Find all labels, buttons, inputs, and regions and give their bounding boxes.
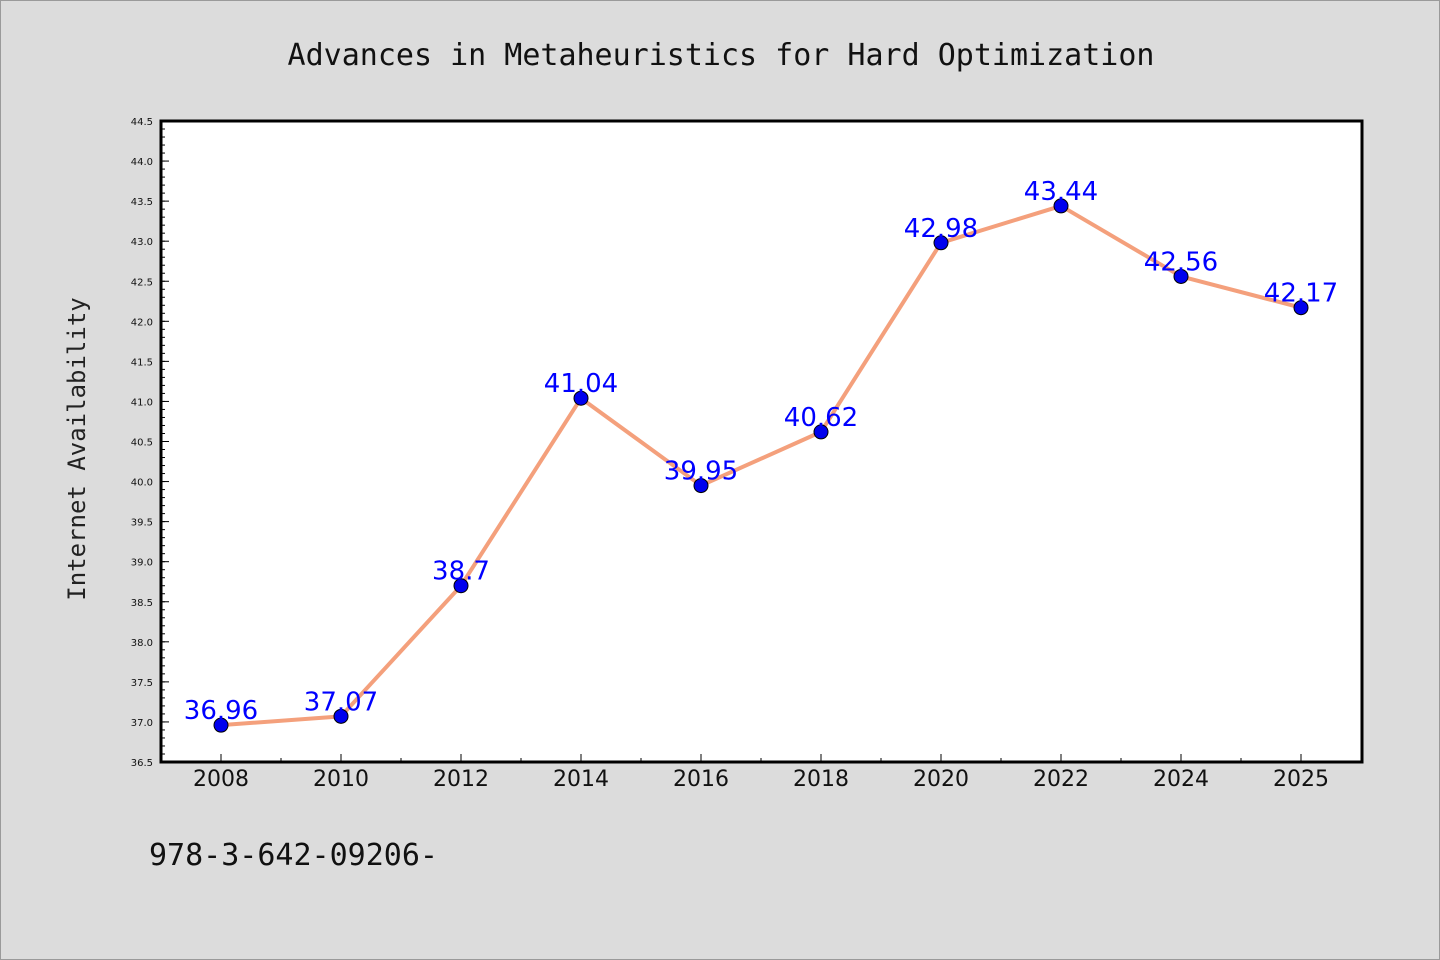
x-axis: 2008 2010 2012 2014 2016 2018 2020 2022 2024 2025 [193, 754, 1329, 792]
series-line-group [213, 198, 1309, 733]
data-point [1293, 300, 1309, 316]
x-tick-label: 2025 [1273, 767, 1329, 792]
y-tick-label: 43.0 [131, 237, 153, 248]
y-tick-label: 38.5 [131, 598, 153, 609]
data-point [573, 390, 589, 406]
x-tick-label: 2024 [1153, 767, 1209, 792]
plot-area [159, 119, 1364, 764]
data-label: 41.04 [544, 369, 618, 399]
y-tick-label: 41.0 [131, 397, 153, 408]
y-axis: 36.5 37.0 37.5 38.0 38.5 39.0 39.5 40.0 40.5 41.0… [131, 117, 169, 769]
y-tick-label: 40.5 [131, 438, 153, 449]
data-label: 38.7 [432, 557, 490, 587]
data-label: 42.56 [1144, 247, 1218, 277]
x-tick-label: 2016 [673, 767, 729, 792]
footer-isbn: 978-3-642-09206- [149, 838, 438, 873]
data-label: 43.44 [1024, 177, 1098, 207]
x-tick-label: 2022 [1033, 767, 1089, 792]
data-point [213, 717, 229, 733]
y-tick-label: 42.0 [131, 317, 153, 328]
data-labels: 36.96 37.07 38.7 41.04 39.95 40.62 42.98 43.44 4… [184, 177, 1338, 726]
data-point [693, 478, 709, 494]
y-tick-label: 39.0 [131, 558, 153, 569]
data-point [1053, 198, 1069, 214]
chart-title: Advances in Metaheuristics for Hard Opti… [288, 38, 1155, 73]
y-tick-label: 44.0 [131, 157, 153, 168]
x-tick-label: 2010 [313, 767, 369, 792]
x-tick-label: 2012 [433, 767, 489, 792]
data-label: 39.95 [664, 457, 738, 487]
y-tick-label: 37.0 [131, 718, 153, 729]
x-tick-label: 2020 [913, 767, 969, 792]
y-tick-label: 37.5 [131, 678, 153, 689]
data-point [333, 708, 349, 724]
y-tick-label: 41.5 [131, 357, 153, 368]
x-tick-label: 2008 [193, 767, 249, 792]
data-label: 36.96 [184, 696, 258, 726]
y-tick-label: 36.5 [131, 758, 153, 769]
data-label: 37.07 [304, 687, 378, 717]
data-label: 42.98 [904, 214, 978, 244]
x-tick-label: 2018 [793, 767, 849, 792]
series-line [220, 203, 1302, 728]
y-tick-label: 43.5 [131, 197, 153, 208]
y-tick-label: 42.5 [131, 277, 153, 288]
data-point [1173, 268, 1189, 284]
data-label: 42.17 [1264, 279, 1338, 309]
y-tick-label: 39.5 [131, 518, 153, 529]
data-point [933, 235, 949, 251]
data-point [813, 424, 829, 440]
y-tick-label: 38.0 [131, 638, 153, 649]
y-tick-label: 40.0 [131, 478, 153, 489]
x-tick-label: 2014 [553, 767, 609, 792]
data-point [453, 578, 469, 594]
y-tick-label: 44.5 [131, 117, 153, 128]
y-axis-label: Internet Availability [63, 297, 91, 600]
data-label: 40.62 [784, 403, 858, 433]
